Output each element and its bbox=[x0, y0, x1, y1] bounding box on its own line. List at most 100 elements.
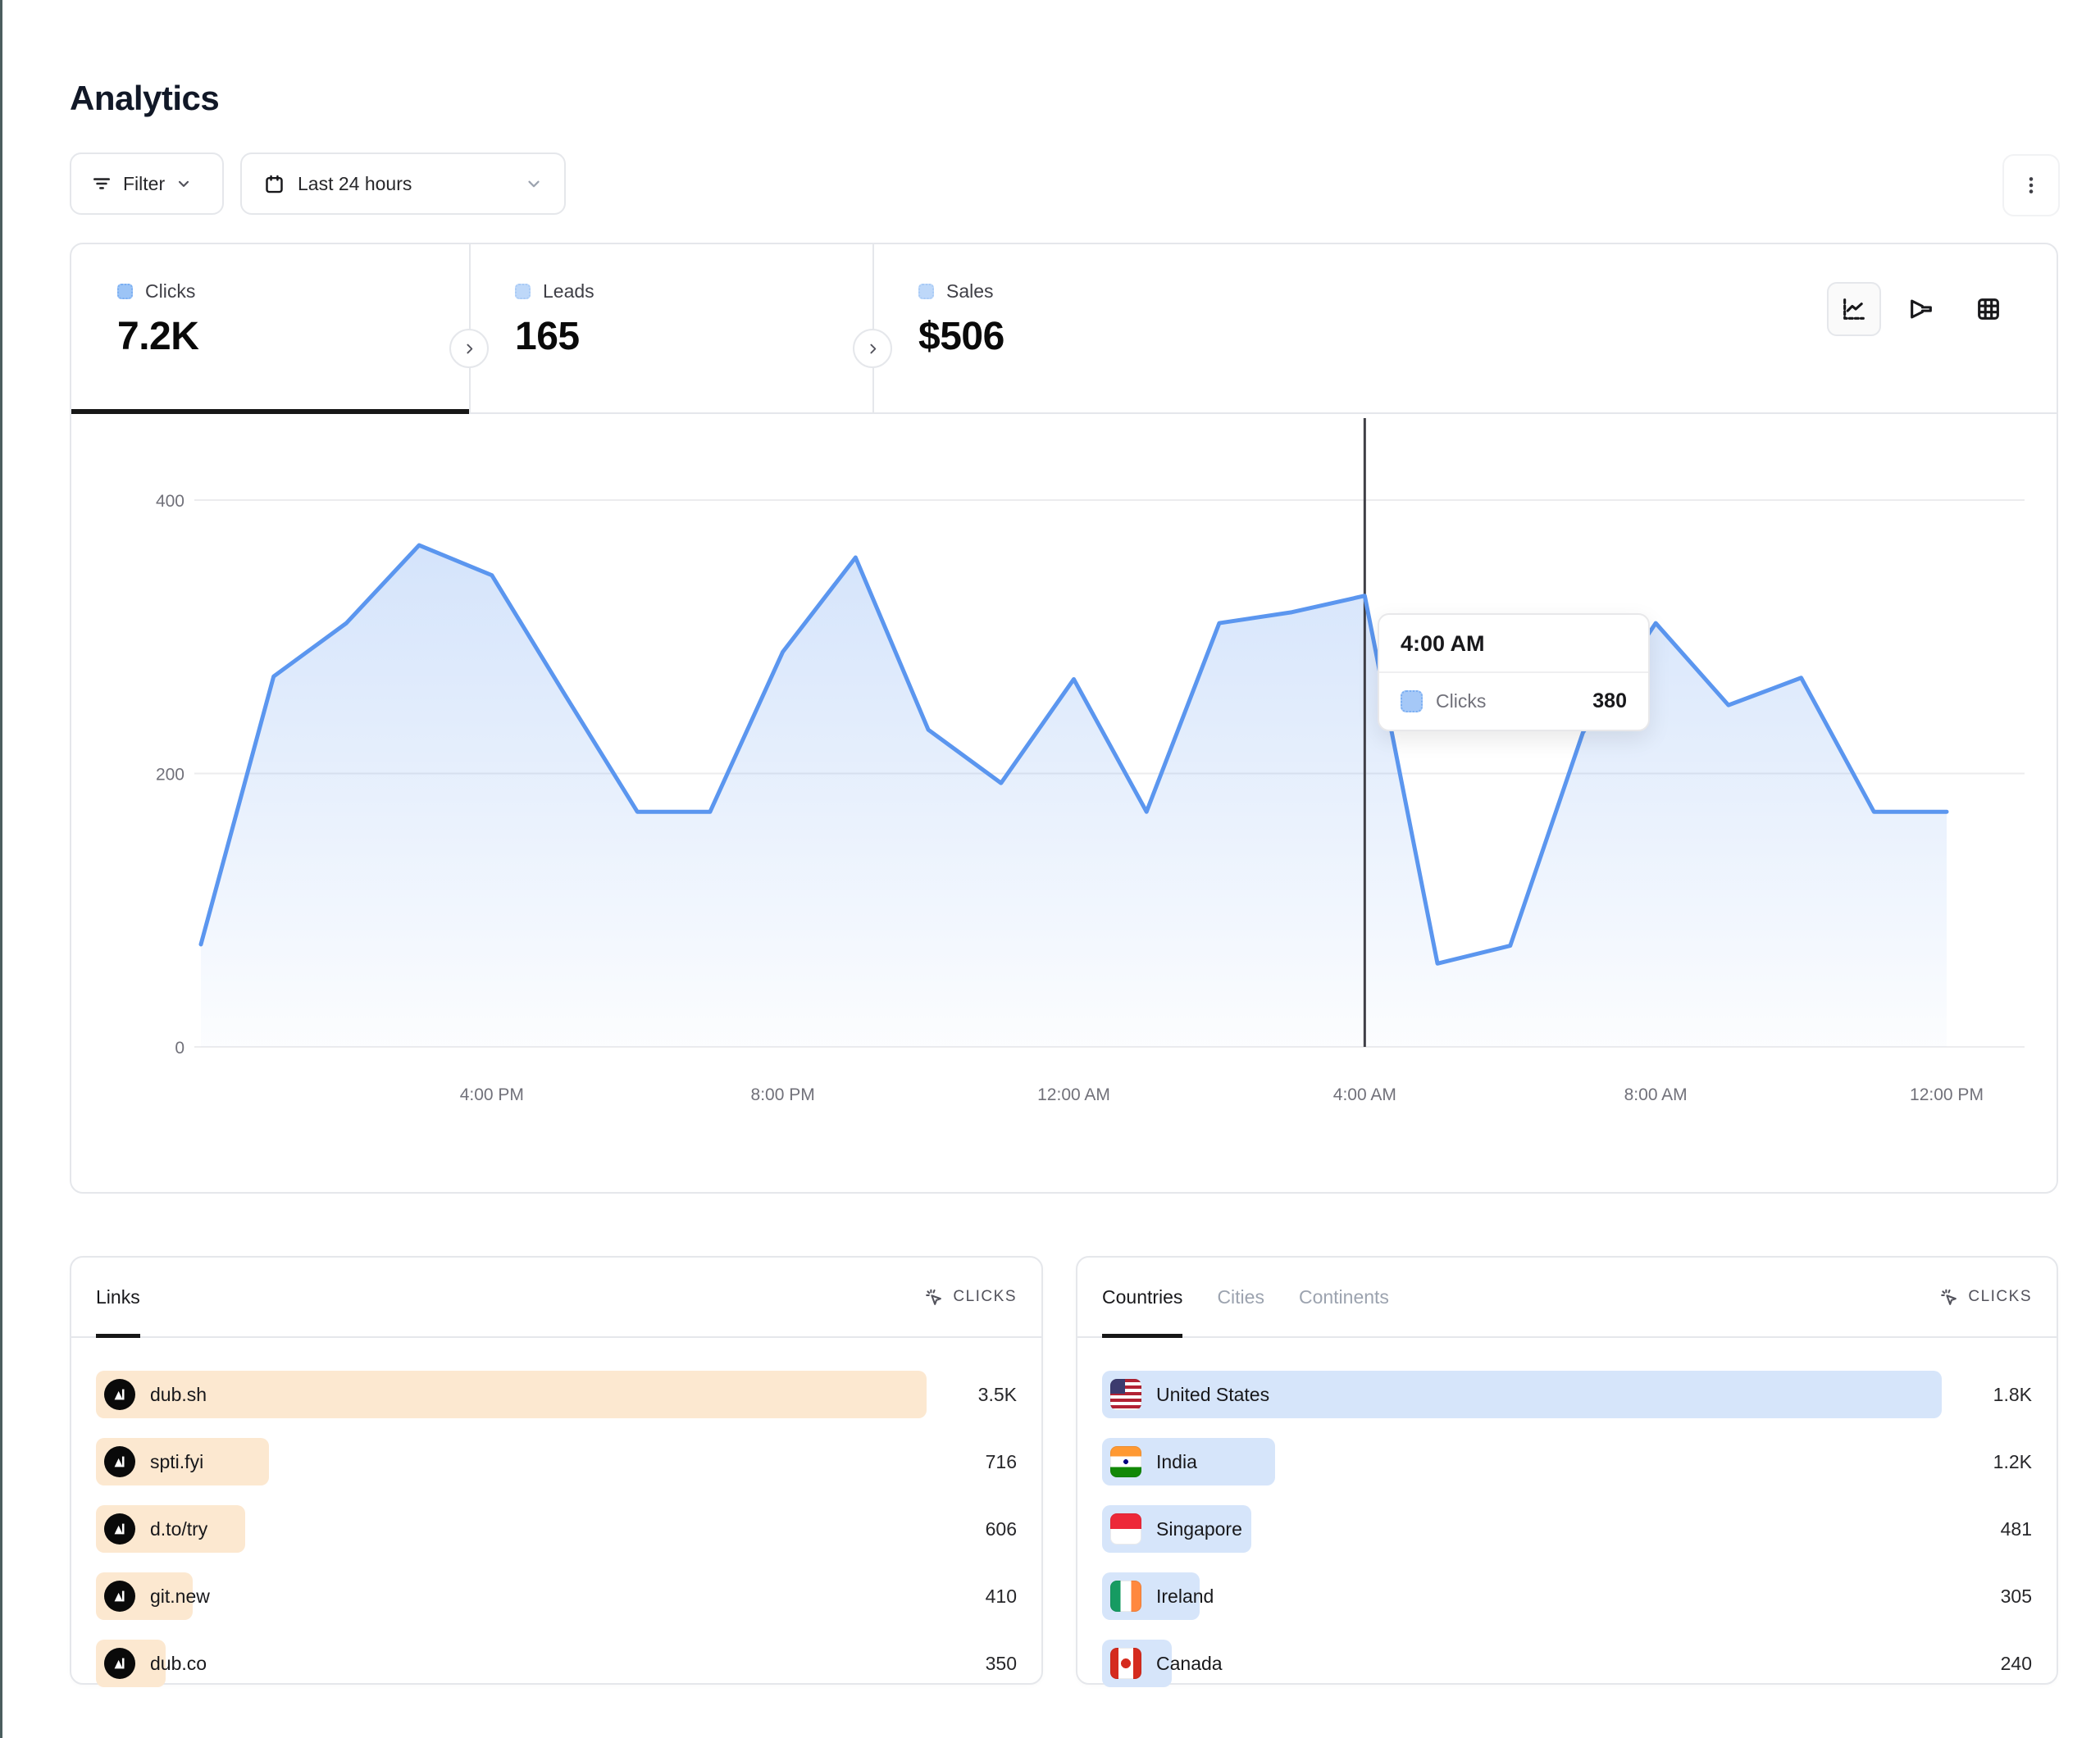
active-tab-underline bbox=[71, 409, 469, 414]
row-label: Ireland bbox=[1156, 1585, 1214, 1607]
sales-tab-value: $506 bbox=[918, 315, 1004, 358]
filter-button[interactable]: Filter bbox=[70, 152, 224, 215]
row-value: 1.2K bbox=[1993, 1450, 2032, 1472]
page-title: Analytics bbox=[70, 79, 220, 118]
tab-leads[interactable]: Leads 165 bbox=[469, 244, 872, 412]
row-value: 240 bbox=[2000, 1652, 2032, 1674]
tab-links[interactable]: Links bbox=[96, 1258, 140, 1338]
stats-tabstrip: Clicks 7.2K Leads 165 Sales $506 bbox=[71, 244, 2057, 414]
clicks-area-chart[interactable]: 0 200 400 4:00 PM 8:00 PM 12:00 AM 4:00 AM 8:00… bbox=[71, 412, 2060, 1194]
tab-continents[interactable]: Continents bbox=[1298, 1285, 1389, 1308]
cursor-click-icon bbox=[923, 1287, 944, 1308]
tab-divider bbox=[872, 244, 874, 412]
clicks-tab-value: 7.2K bbox=[117, 315, 199, 358]
us-flag-icon bbox=[1110, 1379, 1141, 1410]
ca-flag-icon bbox=[1110, 1648, 1141, 1679]
funnel-icon bbox=[1907, 295, 1935, 323]
svg-text:12:00 AM: 12:00 AM bbox=[1037, 1085, 1110, 1104]
leads-legend-square-icon bbox=[515, 284, 531, 299]
dub-logo-icon bbox=[104, 1648, 135, 1679]
dub-logo-icon bbox=[104, 1581, 135, 1612]
dub-logo-icon bbox=[104, 1379, 135, 1410]
row-value: 716 bbox=[985, 1450, 1017, 1472]
list-item[interactable]: United States 1.8K bbox=[1102, 1371, 2032, 1418]
dub-logo-icon bbox=[104, 1446, 135, 1477]
svg-text:4:00 AM: 4:00 AM bbox=[1333, 1085, 1396, 1104]
tab-countries[interactable]: Countries bbox=[1102, 1258, 1183, 1338]
tooltip-time: 4:00 AM bbox=[1379, 615, 1648, 673]
links-panel: Links CLICKS dub.sh 3.5K spti.fyi 716 d.to/t… bbox=[70, 1256, 1043, 1687]
line-chart-view-button[interactable] bbox=[1827, 282, 1881, 336]
row-label: India bbox=[1156, 1450, 1197, 1472]
svg-text:400: 400 bbox=[156, 492, 184, 511]
clicks-chart-area[interactable]: 0 200 400 4:00 PM 8:00 PM 12:00 AM 4:00 AM 8:00… bbox=[71, 412, 2060, 1194]
list-item[interactable]: Ireland 305 bbox=[1102, 1572, 2032, 1620]
svg-text:12:00 PM: 12:00 PM bbox=[1910, 1085, 1984, 1104]
chart-tooltip: 4:00 AM Clicks 380 bbox=[1378, 613, 1650, 731]
row-label: Canada bbox=[1156, 1652, 1223, 1674]
row-label: d.to/try bbox=[150, 1517, 208, 1540]
row-label: dub.sh bbox=[150, 1383, 207, 1405]
row-value: 3.5K bbox=[977, 1383, 1017, 1405]
tab-sales[interactable]: Sales $506 bbox=[872, 244, 1282, 412]
kebab-menu-icon bbox=[2020, 175, 2042, 196]
list-item[interactable]: dub.sh 3.5K bbox=[96, 1371, 1017, 1418]
leads-tab-value: 165 bbox=[515, 315, 580, 358]
in-flag-icon bbox=[1110, 1446, 1141, 1477]
svg-text:4:00 PM: 4:00 PM bbox=[460, 1085, 524, 1104]
list-item[interactable]: git.new 410 bbox=[96, 1572, 1017, 1620]
list-item[interactable]: Singapore 481 bbox=[1102, 1505, 2032, 1553]
row-label: United States bbox=[1156, 1383, 1270, 1405]
expand-clicks-button[interactable] bbox=[449, 329, 489, 368]
row-value: 410 bbox=[985, 1585, 1017, 1607]
date-range-label: Last 24 hours bbox=[298, 172, 412, 194]
tab-clicks[interactable]: Clicks 7.2K bbox=[71, 244, 469, 414]
svg-text:200: 200 bbox=[156, 766, 184, 785]
list-item[interactable]: Canada 240 bbox=[1102, 1640, 2032, 1687]
geo-metric-label: CLICKS bbox=[1968, 1288, 2032, 1305]
tooltip-legend-square-icon bbox=[1401, 690, 1423, 712]
row-label: git.new bbox=[150, 1585, 210, 1607]
row-label: spti.fyi bbox=[150, 1450, 204, 1472]
line-chart-icon bbox=[1840, 295, 1868, 323]
row-value: 1.8K bbox=[1993, 1383, 2032, 1405]
svg-text:8:00 AM: 8:00 AM bbox=[1624, 1085, 1688, 1104]
list-item[interactable]: spti.fyi 716 bbox=[96, 1438, 1017, 1485]
grid-table-icon bbox=[1975, 295, 2002, 323]
expand-leads-button[interactable] bbox=[853, 329, 892, 368]
sg-flag-icon bbox=[1110, 1513, 1141, 1545]
row-value: 481 bbox=[2000, 1517, 2032, 1540]
tooltip-series-label: Clicks bbox=[1436, 690, 1487, 712]
list-item[interactable]: India 1.2K bbox=[1102, 1438, 2032, 1485]
dub-logo-icon bbox=[104, 1513, 135, 1545]
chevron-down-icon bbox=[175, 175, 192, 192]
row-value: 606 bbox=[985, 1517, 1017, 1540]
chevron-down-icon bbox=[525, 175, 543, 193]
filter-icon bbox=[91, 173, 112, 194]
leads-tab-label: Leads bbox=[543, 280, 594, 302]
funnel-view-button[interactable] bbox=[1894, 282, 1948, 336]
tab-cities[interactable]: Cities bbox=[1217, 1285, 1264, 1308]
calendar-icon bbox=[263, 173, 285, 195]
ie-flag-icon bbox=[1110, 1581, 1141, 1612]
list-item[interactable]: dub.co 350 bbox=[96, 1640, 1017, 1687]
more-options-button[interactable] bbox=[2002, 154, 2060, 216]
svg-text:0: 0 bbox=[175, 1039, 184, 1058]
links-metric-label: CLICKS bbox=[953, 1288, 1017, 1305]
row-value: 350 bbox=[985, 1652, 1017, 1674]
clicks-legend-square-icon bbox=[117, 284, 133, 299]
cursor-click-icon bbox=[1938, 1287, 1959, 1308]
clicks-tab-label: Clicks bbox=[145, 280, 196, 302]
geo-metric-selector[interactable]: CLICKS bbox=[1938, 1287, 2032, 1308]
row-label: dub.co bbox=[150, 1652, 207, 1674]
links-metric-selector[interactable]: CLICKS bbox=[923, 1287, 1017, 1308]
svg-text:8:00 PM: 8:00 PM bbox=[751, 1085, 815, 1104]
value-bar bbox=[1102, 1371, 1942, 1418]
table-view-button[interactable] bbox=[1961, 282, 2016, 336]
list-item[interactable]: d.to/try 606 bbox=[96, 1505, 1017, 1553]
analytics-card: Clicks 7.2K Leads 165 Sales $506 bbox=[70, 243, 2058, 1194]
sales-legend-square-icon bbox=[918, 284, 934, 299]
date-range-button[interactable]: Last 24 hours bbox=[240, 152, 566, 215]
tab-divider bbox=[469, 244, 471, 412]
row-label: Singapore bbox=[1156, 1517, 1242, 1540]
